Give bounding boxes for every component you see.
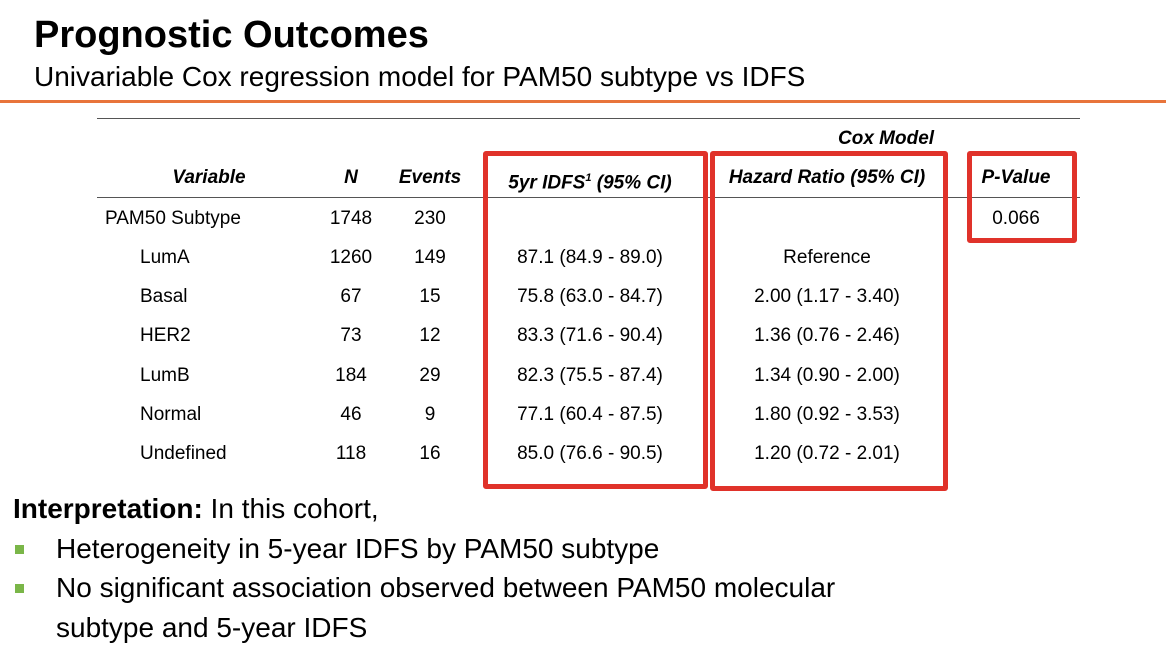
bullet-item-continuation: subtype and 5-year IDFS: [56, 612, 368, 643]
row-variable: LumA: [140, 247, 190, 268]
header-events: Events: [398, 167, 462, 188]
row-events: 9: [424, 404, 436, 425]
row-events: 16: [419, 443, 441, 464]
header-5yr-idfs-footnote: 1: [585, 172, 592, 184]
table-header-rule: [97, 197, 1080, 198]
interpretation-text: In this cohort,: [202, 493, 379, 524]
row-5yr-idfs: 77.1 (60.4 - 87.5): [517, 404, 663, 425]
row-p-value: 0.066: [992, 208, 1040, 229]
row-events: 12: [419, 325, 441, 346]
row-events: 29: [419, 365, 441, 386]
header-hazard-ratio: Hazard Ratio (95% CI): [728, 167, 926, 188]
row-n: 184: [335, 365, 367, 386]
row-n: 67: [340, 286, 362, 307]
row-hazard-ratio: 1.34 (0.90 - 2.00): [754, 365, 900, 386]
interpretation-line: Interpretation: In this cohort,: [13, 492, 379, 526]
header-5yr-idfs-tail: (95% CI): [591, 172, 672, 194]
header-5yr-idfs-main: 5yr IDFS: [508, 172, 586, 194]
row-n: 118: [335, 443, 367, 464]
row-variable: LumB: [140, 365, 190, 386]
row-variable: Undefined: [140, 443, 227, 464]
cox-group-rule: [700, 118, 1080, 119]
row-n: 1260: [329, 247, 373, 268]
hazard-ratio-column-highlight: [710, 151, 948, 491]
row-hazard-ratio: Reference: [783, 247, 871, 268]
row-n: 73: [340, 325, 362, 346]
row-5yr-idfs: 82.3 (75.5 - 87.4): [517, 365, 663, 386]
row-variable: HER2: [140, 325, 191, 346]
title-divider: [0, 100, 1166, 103]
idfs-column-highlight: [483, 151, 708, 489]
header-5yr-idfs: 5yr IDFS1 (95% CI): [508, 166, 671, 195]
row-events: 230: [414, 208, 446, 229]
row-n: 46: [340, 404, 362, 425]
p-value-highlight: [967, 151, 1077, 243]
bullet-marker: [15, 545, 24, 554]
row-5yr-idfs: 87.1 (84.9 - 89.0): [517, 247, 663, 268]
slide-subtitle: Univariable Cox regression model for PAM…: [34, 61, 806, 92]
header-variable: Variable: [172, 167, 246, 188]
row-5yr-idfs: 83.3 (71.6 - 90.4): [517, 325, 663, 346]
header-p-value: P-Value: [981, 167, 1051, 188]
row-variable: Normal: [140, 404, 202, 425]
bullet-item: No significant association observed betw…: [56, 572, 836, 603]
header-n: N: [344, 167, 358, 188]
row-5yr-idfs: 75.8 (63.0 - 84.7): [517, 286, 663, 307]
row-variable: PAM50 Subtype: [105, 208, 241, 229]
table-top-rule: [97, 118, 1080, 119]
bullet-item: Heterogeneity in 5-year IDFS by PAM50 su…: [56, 533, 660, 564]
row-events: 149: [414, 247, 446, 268]
row-events: 15: [419, 286, 441, 307]
row-hazard-ratio: 2.00 (1.17 - 3.40): [754, 286, 900, 307]
row-n: 1748: [329, 208, 373, 229]
row-variable: Basal: [140, 286, 188, 307]
cox-model-group-header: Cox Model: [838, 128, 935, 149]
slide-title: Prognostic Outcomes: [34, 14, 429, 56]
bullet-marker: [15, 584, 24, 593]
interpretation-lead: Interpretation:: [13, 493, 203, 524]
row-hazard-ratio: 1.36 (0.76 - 2.46): [754, 325, 900, 346]
row-5yr-idfs: 85.0 (76.6 - 90.5): [517, 443, 663, 464]
row-hazard-ratio: 1.20 (0.72 - 2.01): [754, 443, 900, 464]
row-hazard-ratio: 1.80 (0.92 - 3.53): [754, 404, 900, 425]
